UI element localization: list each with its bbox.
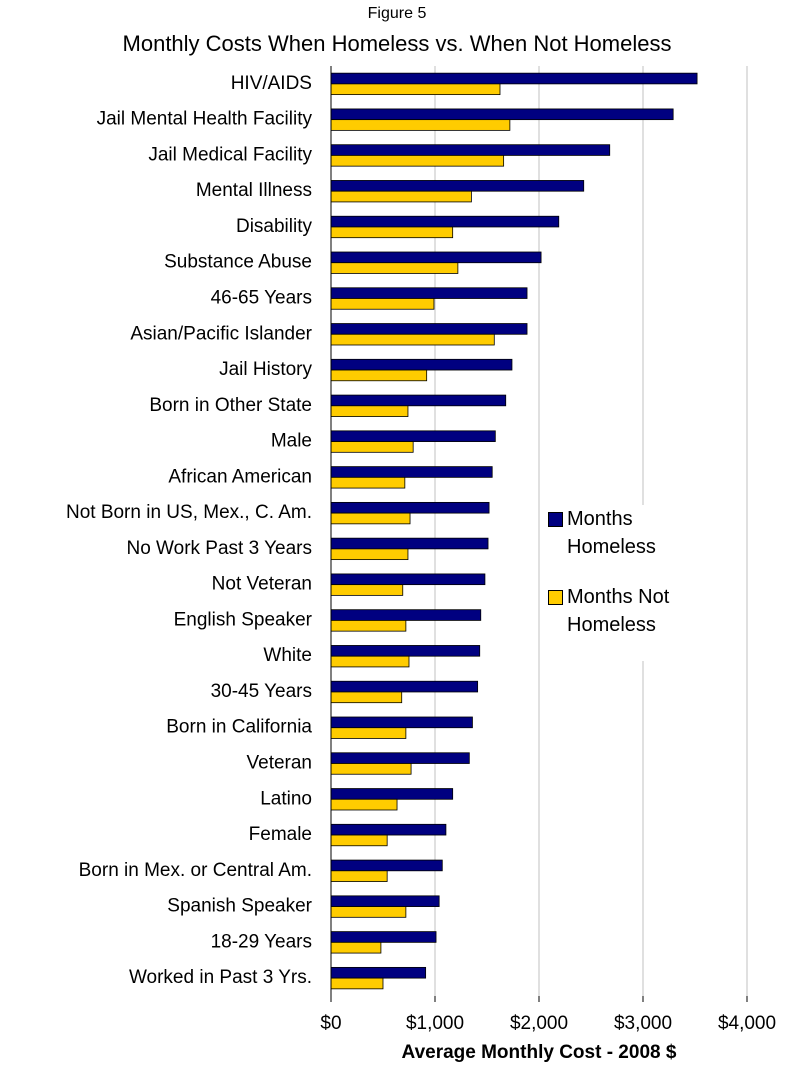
chart-subtitle: Figure 5 [368,5,427,22]
bar [330,716,473,729]
y-tick-label: Jail Medical Facility [148,144,312,165]
bar [330,727,407,739]
y-tick-label: 18-29 Years [211,931,312,952]
y-tick-label: Female [249,824,312,845]
bar [330,620,407,632]
legend-swatch [548,590,563,605]
bar [330,405,409,417]
bar [330,476,406,489]
bar [330,763,412,775]
bar [330,358,513,371]
bar [330,155,505,167]
bar [330,72,698,85]
y-tick-label: African American [168,466,312,487]
legend: Months Homeless Months Not Homeless [548,505,723,661]
bar [330,859,443,872]
bar [330,752,470,764]
bar [330,966,427,979]
legend-label: Months Not Homeless [567,586,670,636]
bar [330,251,542,264]
bar [330,870,388,882]
x-axis-label: Average Monthly Cost - 2008 $ [402,1042,677,1063]
bar [330,512,411,525]
bar [330,394,507,407]
y-tick-label: English Speaker [174,609,313,630]
chart-title: Monthly Costs When Homeless vs. When Not… [123,31,672,56]
bar [330,680,479,693]
bar [330,788,454,800]
bar [330,501,490,514]
bar [330,548,409,561]
bar [330,441,414,453]
legend-swatch [548,512,563,527]
bar [330,895,440,907]
x-tick-label: $1,000 [406,1013,464,1034]
y-tick-label: 30-45 Years [211,681,312,702]
y-tick-label: Worked in Past 3 Yrs. [129,967,312,988]
bar [330,215,560,228]
x-tick-label: $4,000 [718,1013,776,1034]
bar [330,573,486,586]
y-tick-label: Not Born in US, Mex., C. Am. [66,502,312,523]
bar [330,180,585,192]
bar [330,834,388,847]
y-tick-label: 46-65 Years [211,288,312,309]
x-tick-label: $0 [320,1013,341,1034]
y-tick-label: Latino [260,788,312,809]
y-tick-label: Substance Abuse [164,252,312,273]
y-tick-label: Disability [236,216,313,237]
bar [330,119,511,131]
bar [330,691,403,704]
legend-label: Months Homeless [567,508,656,558]
bar [330,609,482,621]
y-tick-label: Born in California [166,717,312,738]
bar [330,798,398,811]
y-tick-label: Male [271,431,312,452]
bar [330,645,481,657]
y-tick-label: Asian/Pacific Islander [130,323,312,344]
y-tick-label: Mental Illness [196,180,312,201]
bar [330,584,404,596]
bar [330,906,407,918]
bar [330,226,454,239]
bar [330,262,459,274]
legend-item: Months Not Homeless [548,583,723,639]
x-tick-label: $3,000 [614,1013,672,1034]
bar [330,144,611,156]
bar [330,931,437,943]
bar [330,537,489,550]
bar [330,287,528,299]
y-tick-label: Spanish Speaker [167,896,312,917]
x-tick-label: $2,000 [510,1013,568,1034]
bar [330,823,447,836]
bar [330,83,501,96]
bar [330,977,384,990]
y-tick-label: Jail History [219,359,312,380]
bar [330,108,674,121]
bar [330,369,428,382]
y-tick-label: Born in Mex. or Central Am. [79,860,312,881]
y-tick-label: Born in Other State [149,395,312,416]
bar [330,941,382,954]
bar [330,333,495,346]
y-tick-label: HIV/AIDS [231,73,312,94]
bar [330,466,493,478]
bar [330,655,410,668]
y-tick-label: No Work Past 3 Years [126,538,312,559]
y-tick-label: Not Veteran [212,574,312,595]
legend-item: Months Homeless [548,505,723,561]
bar [330,430,496,442]
y-tick-label: White [263,645,312,666]
y-tick-label: Jail Mental Health Facility [97,109,313,130]
bar [330,190,472,203]
y-tick-label: Veteran [247,753,313,774]
bar [330,298,435,310]
bar [330,323,528,335]
